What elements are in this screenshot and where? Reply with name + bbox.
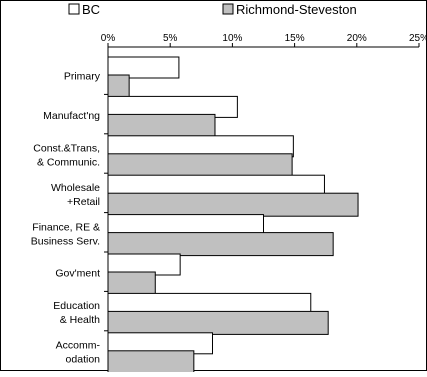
bar-richmond-steveston-manufact-ng — [107, 113, 216, 138]
category-label-manufact-ng-line-0: Manufact'ng — [43, 110, 100, 122]
legend-label-richmond-steveston: Richmond-Steveston — [236, 2, 357, 17]
x-tick-label-3: 15% — [285, 33, 305, 44]
category-label-primary-line-0: Primary — [64, 71, 101, 83]
category-label-finance-re-business-serv-line-0: Finance, RE & — [32, 221, 100, 233]
legend-swatch-richmond-steveston — [222, 3, 234, 15]
bar-richmond-steveston-wholesale-retail — [107, 192, 359, 217]
bar-richmond-steveston-finance-re-business-serv — [107, 232, 334, 257]
category-label-finance-re-business-serv-line-1: Business Serv. — [31, 235, 100, 247]
x-tick-label-5: 25% — [409, 33, 427, 44]
category-label-education-health-line-0: Education — [53, 300, 100, 312]
category-label-const-trans-communic-line-0: Const.&Trans, — [33, 143, 100, 155]
x-tick-label-4: 20% — [347, 33, 367, 44]
x-tick-label-2: 10% — [222, 33, 242, 44]
category-label-accomm-odation-line-0: Accomm- — [56, 340, 101, 352]
category-label-wholesale-retail-line-0: Wholesale — [51, 182, 100, 194]
category-label-const-trans-communic-line-1: & Communic. — [37, 157, 100, 169]
bar-richmond-steveston-accomm-odation — [107, 350, 195, 375]
x-tick-label-1: 5% — [163, 33, 178, 44]
category-label-gov-ment-line-0: Gov'ment — [55, 268, 100, 280]
category-label-wholesale-retail-line-1: +Retail — [67, 196, 100, 208]
category-label-accomm-odation-line-1: odation — [66, 354, 101, 366]
x-tick-label-0: 0% — [101, 33, 116, 44]
bar-richmond-steveston-const-trans-communic — [107, 153, 293, 178]
bar-richmond-steveston-gov-ment — [107, 271, 156, 296]
bar-richmond-steveston-education-health — [107, 310, 329, 335]
category-label-education-health-line-1: & Health — [60, 314, 100, 326]
bar-richmond-steveston-primary — [107, 74, 130, 99]
legend-swatch-bc — [68, 3, 80, 15]
bar-bc-primary — [107, 56, 180, 79]
legend-label-bc: BC — [82, 2, 100, 17]
